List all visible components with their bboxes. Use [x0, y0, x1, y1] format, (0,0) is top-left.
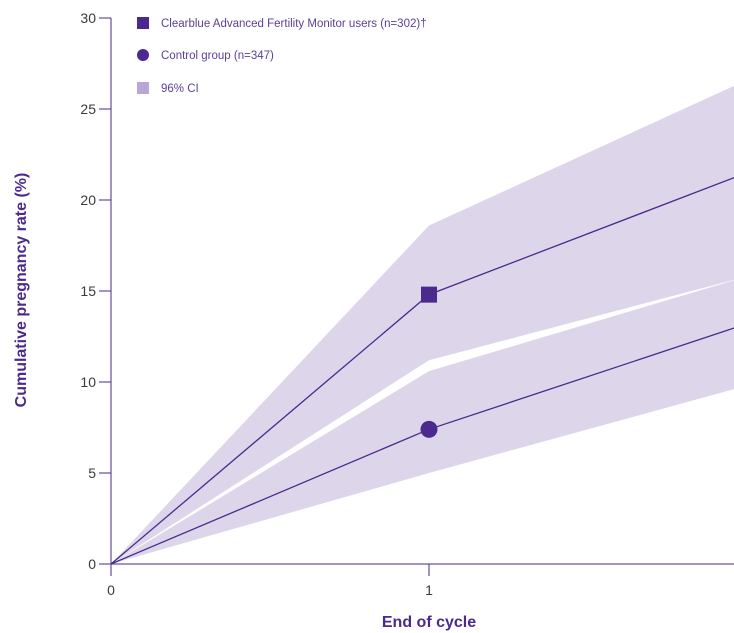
- legend-swatch-circle: [137, 49, 149, 61]
- data-markers: [420, 286, 438, 438]
- y-tick-label: 30: [80, 10, 96, 26]
- y-tick-label: 0: [88, 556, 96, 572]
- legend-label: Control group (n=347): [161, 50, 274, 62]
- x-tick-label: 0: [107, 582, 115, 598]
- y-tick-label: 5: [88, 465, 96, 481]
- axes: [99, 17, 734, 576]
- y-axis-title: Cumulative pregnancy rate (%): [13, 173, 30, 408]
- ci-band-1: [111, 280, 734, 564]
- x-tick-label: 1: [425, 582, 433, 598]
- y-tick-label: 25: [80, 101, 96, 117]
- x-axis-title: End of cycle: [382, 614, 476, 631]
- legend-swatch-square: [137, 17, 149, 29]
- legend-label: Clearblue Advanced Fertility Monitor use…: [161, 18, 427, 30]
- y-tick-label: 15: [80, 283, 96, 299]
- ci-band-0: [111, 85, 734, 564]
- legend: Clearblue Advanced Fertility Monitor use…: [137, 17, 427, 95]
- legend-label: 96% CI: [161, 83, 199, 95]
- tick-labels: 0 5 10 15 20 25 30 0 1: [80, 10, 433, 598]
- data-point-circle: [420, 420, 438, 438]
- legend-swatch-ci: [137, 82, 149, 94]
- confidence-intervals: [111, 85, 734, 564]
- y-tick-label: 20: [80, 192, 96, 208]
- y-tick-label: 10: [80, 374, 96, 390]
- data-point-square: [421, 286, 437, 303]
